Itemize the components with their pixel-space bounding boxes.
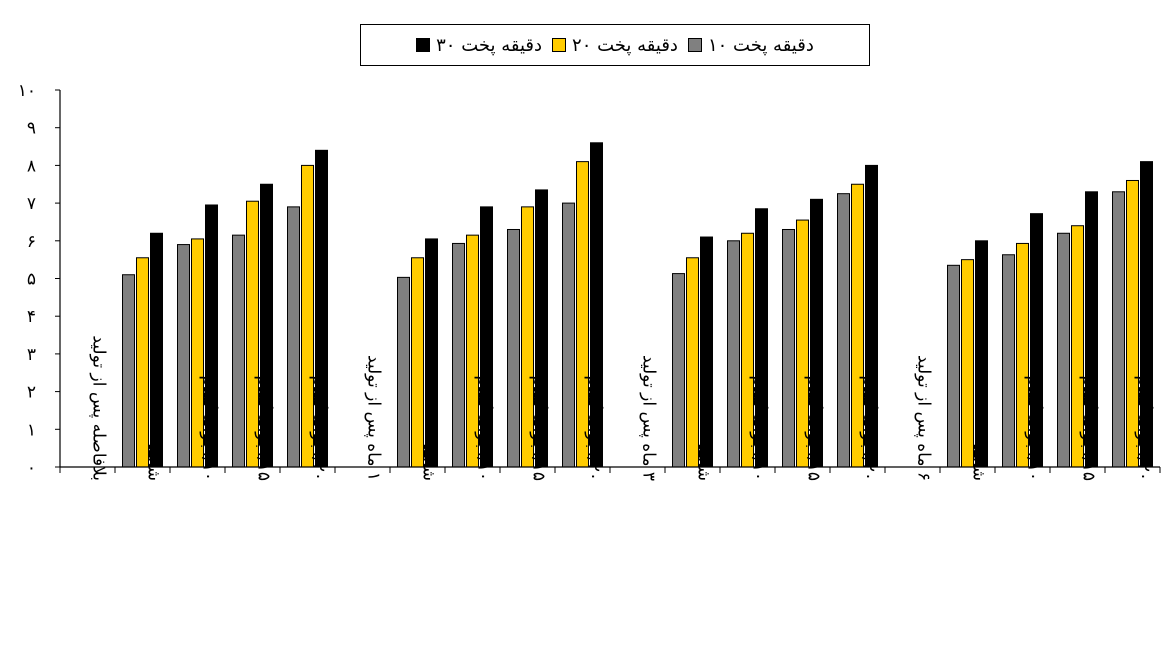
bars-group — [122, 142, 1153, 468]
x-tick-label: ۱۰/.جوانه گندم — [199, 376, 220, 481]
y-tick-label: ۹ — [27, 119, 36, 139]
bar-series-1 — [452, 242, 465, 468]
bar-series-1 — [672, 273, 685, 468]
x-tick-label: بلافاصله پس از تولید — [89, 335, 109, 481]
y-tick-label: ۰ — [27, 458, 36, 478]
x-tick-label: ۱ ماه پس از تولید — [364, 355, 384, 481]
bar-series-1 — [1002, 254, 1015, 468]
legend-swatch-icon — [552, 38, 567, 52]
bar-series-3 — [975, 240, 988, 468]
bar-series-1 — [122, 274, 135, 468]
x-tick-label: ۲۰/.جوانه گندم — [1134, 376, 1155, 481]
bar-series-1 — [397, 276, 410, 468]
bar-series-1 — [287, 206, 300, 468]
bar-series-2 — [411, 257, 424, 468]
legend: دقیقه پخت ۳۰ دقیقه پخت ۲۰ دقیقه پخت ۱۰ — [360, 24, 870, 66]
legend-swatch-icon — [416, 38, 431, 52]
x-tick-label: شاهد — [144, 444, 164, 481]
x-tick-label: شاهد — [694, 444, 714, 481]
y-tick-label: ۲ — [27, 383, 36, 403]
bar-series-2 — [961, 259, 974, 468]
bar-series-1 — [177, 244, 190, 468]
x-tick-label: ۶ ماه پس از تولید — [914, 355, 934, 481]
bar-series-1 — [782, 228, 795, 468]
x-tick-label: ۲۰/.جوانه گندم — [309, 376, 330, 481]
y-tick-label: ۶ — [27, 232, 36, 252]
legend-item-series-3: دقیقه پخت ۳۰ — [416, 35, 542, 56]
y-tick-label: ۵ — [27, 270, 36, 290]
y-tick-label: ۳ — [27, 345, 36, 365]
x-tick-label: شاهد — [969, 444, 989, 481]
x-tick-label: ۲۰/.جوانه گندم — [584, 376, 605, 481]
x-tick-label: شاهد — [419, 444, 439, 481]
x-tick-label: ۱۰/.جوانه گندم — [1024, 376, 1045, 481]
y-tick-label: ۱۰ — [18, 81, 36, 101]
x-ticks-group: بلافاصله پس از تولید شاهد ۱۰/.جوانه گندم ۱۵… — [59, 335, 1161, 481]
y-tick-label: ۸ — [27, 156, 36, 176]
x-tick-label: ۲۰/.جوانه گندم — [859, 376, 880, 481]
bar-series-1 — [232, 234, 245, 468]
x-tick-label: ۱۵/.جوانه گندم — [254, 376, 275, 481]
legend-swatch-icon — [687, 38, 702, 52]
bar-series-3 — [150, 232, 163, 468]
bar-series-1 — [507, 228, 520, 468]
bar-series-1 — [947, 264, 960, 468]
legend-label: دقیقه پخت ۱۰ — [707, 34, 814, 56]
x-tick-label: ۱۵/.جوانه گندم — [804, 376, 825, 481]
x-tick-label: ۱۵/.جوانه گندم — [1079, 376, 1100, 481]
legend-label: دقیقه پخت ۳۰ — [436, 34, 543, 56]
x-tick-label: ۱۰/.جوانه گندم — [749, 376, 770, 481]
y-tick-label: ۱ — [27, 420, 36, 440]
x-tick-label: ۳ ماه پس از تولید — [639, 355, 659, 481]
bar-series-1 — [1112, 191, 1125, 468]
bar-series-1 — [1057, 232, 1070, 468]
bar-series-2 — [136, 257, 149, 468]
legend-item-series-1: دقیقه پخت ۱۰ — [687, 34, 814, 56]
x-tick-label: ۱۵/.جوانه گندم — [529, 376, 550, 481]
bar-series-3 — [700, 236, 713, 468]
legend-label: دقیقه پخت ۲۰ — [572, 34, 678, 56]
y-tick-label: ۴ — [27, 307, 36, 327]
x-tick-label: ۱۰/.جوانه گندم — [474, 376, 495, 481]
y-tick-label: ۷ — [27, 194, 36, 214]
bar-series-3 — [425, 238, 438, 468]
bar-series-1 — [727, 240, 740, 468]
bar-series-2 — [686, 257, 699, 468]
y-ticks-group: ۰ ۱ ۲ ۳ ۴ ۵ ۶ ۷ ۸ ۹ ۱۰ — [18, 81, 60, 478]
legend-item-series-2: دقیقه پخت ۲۰ — [552, 35, 678, 56]
bar-series-1 — [562, 202, 575, 468]
bar-series-1 — [837, 193, 850, 468]
